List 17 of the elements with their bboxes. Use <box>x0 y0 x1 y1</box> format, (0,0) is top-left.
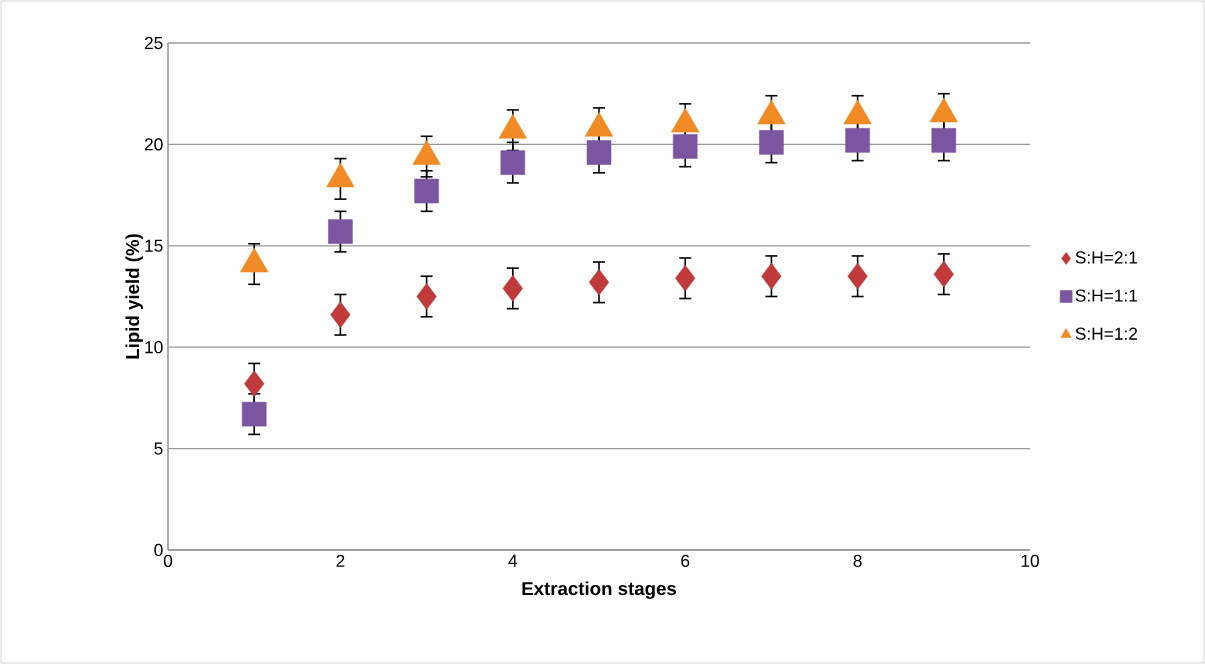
legend-label: S:H=2:1 <box>1075 251 1138 264</box>
y-tick-label: 5 <box>154 442 163 455</box>
x-tick-label: 4 <box>508 554 518 567</box>
y-tick-label: 20 <box>144 138 163 151</box>
y-tick-label: 15 <box>145 239 163 252</box>
y-tick-label: 10 <box>145 341 163 354</box>
y-tick-label: 25 <box>144 36 163 50</box>
y-tick-label: 0 <box>154 543 163 557</box>
x-tick-label: 0 <box>163 554 173 567</box>
legend-label: S:H=1:1 <box>1075 289 1138 302</box>
legend-label: S:H=1:2 <box>1075 327 1138 340</box>
x-tick-label: 6 <box>681 554 690 567</box>
x-tick-label: 8 <box>853 554 862 567</box>
x-tick-label: 10 <box>1021 554 1039 567</box>
x-tick-label: 2 <box>336 554 345 567</box>
x-axis-title: Extraction stages <box>522 581 677 599</box>
y-axis-title: Lipid yield (%) <box>125 234 143 359</box>
